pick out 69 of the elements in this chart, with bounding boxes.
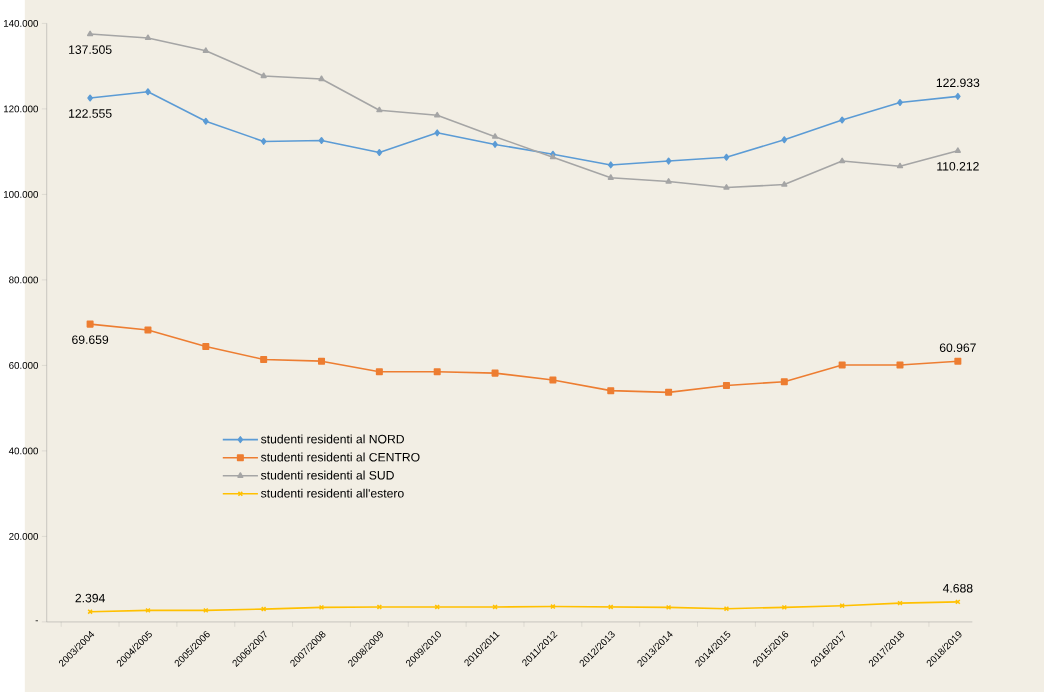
- point: [839, 116, 845, 124]
- y-tick-label: 140.000: [4, 19, 39, 27]
- point: [318, 136, 325, 144]
- point: [318, 75, 325, 82]
- point: [202, 342, 210, 351]
- point: [839, 157, 846, 164]
- point: [491, 133, 499, 139]
- point: [492, 604, 498, 610]
- legend-label: studenti residenti al CENTRO: [260, 452, 420, 462]
- point: [896, 162, 904, 169]
- point: [607, 174, 614, 180]
- point: [954, 357, 962, 365]
- data-label: 122.555: [69, 109, 112, 118]
- data-label: 110.212: [937, 161, 979, 171]
- point: [376, 148, 383, 156]
- data-label: 69.659: [72, 335, 109, 344]
- y-tick-label: 40.000: [8, 447, 39, 455]
- point: [86, 320, 94, 328]
- point: [492, 140, 498, 148]
- legend-label: studenti residenti al NORD: [260, 434, 404, 444]
- point: [781, 180, 788, 187]
- point: [376, 106, 383, 113]
- legend-label: studenti residenti all'estero: [260, 488, 404, 498]
- point: [145, 88, 151, 96]
- y-tick-label: -: [35, 620, 38, 622]
- point: [954, 147, 961, 153]
- point: [549, 376, 557, 384]
- point: [780, 378, 788, 386]
- point: [665, 604, 672, 610]
- point: [434, 129, 441, 137]
- point: [607, 387, 615, 395]
- point: [260, 72, 267, 79]
- point: [260, 355, 268, 363]
- point: [144, 326, 152, 334]
- data-label: 137.505: [69, 45, 112, 54]
- y-tick-label: 120.000: [4, 105, 39, 113]
- point: [318, 357, 326, 365]
- point: [781, 604, 788, 610]
- legend-label: studenti residenti al SUD: [260, 470, 394, 480]
- point: [665, 388, 673, 396]
- point: [434, 111, 441, 118]
- point: [375, 368, 383, 376]
- point: [433, 368, 441, 376]
- point: [144, 34, 152, 40]
- y-tick-label: 60.000: [9, 361, 39, 369]
- point: [86, 30, 94, 37]
- point: [781, 136, 788, 144]
- point: [202, 47, 209, 53]
- point: [87, 94, 93, 102]
- y-tick-label: 80.000: [9, 276, 39, 284]
- y-tick-label: 20.000: [9, 532, 39, 540]
- point: [491, 369, 499, 377]
- point: [260, 137, 267, 145]
- data-label: 2.394: [75, 593, 105, 603]
- y-tick-label: 100.000: [4, 190, 39, 198]
- point: [896, 361, 904, 369]
- data-label: 122.933: [936, 78, 980, 87]
- point: [723, 153, 730, 161]
- point: [723, 183, 730, 190]
- data-label: 60.967: [939, 343, 976, 352]
- point: [897, 98, 903, 106]
- point: [607, 161, 614, 169]
- data-label: 4.688: [942, 583, 973, 593]
- point: [955, 92, 961, 100]
- point: [202, 117, 209, 125]
- point: [838, 361, 846, 369]
- point: [665, 157, 672, 165]
- point: [665, 177, 672, 184]
- point: [722, 381, 730, 389]
